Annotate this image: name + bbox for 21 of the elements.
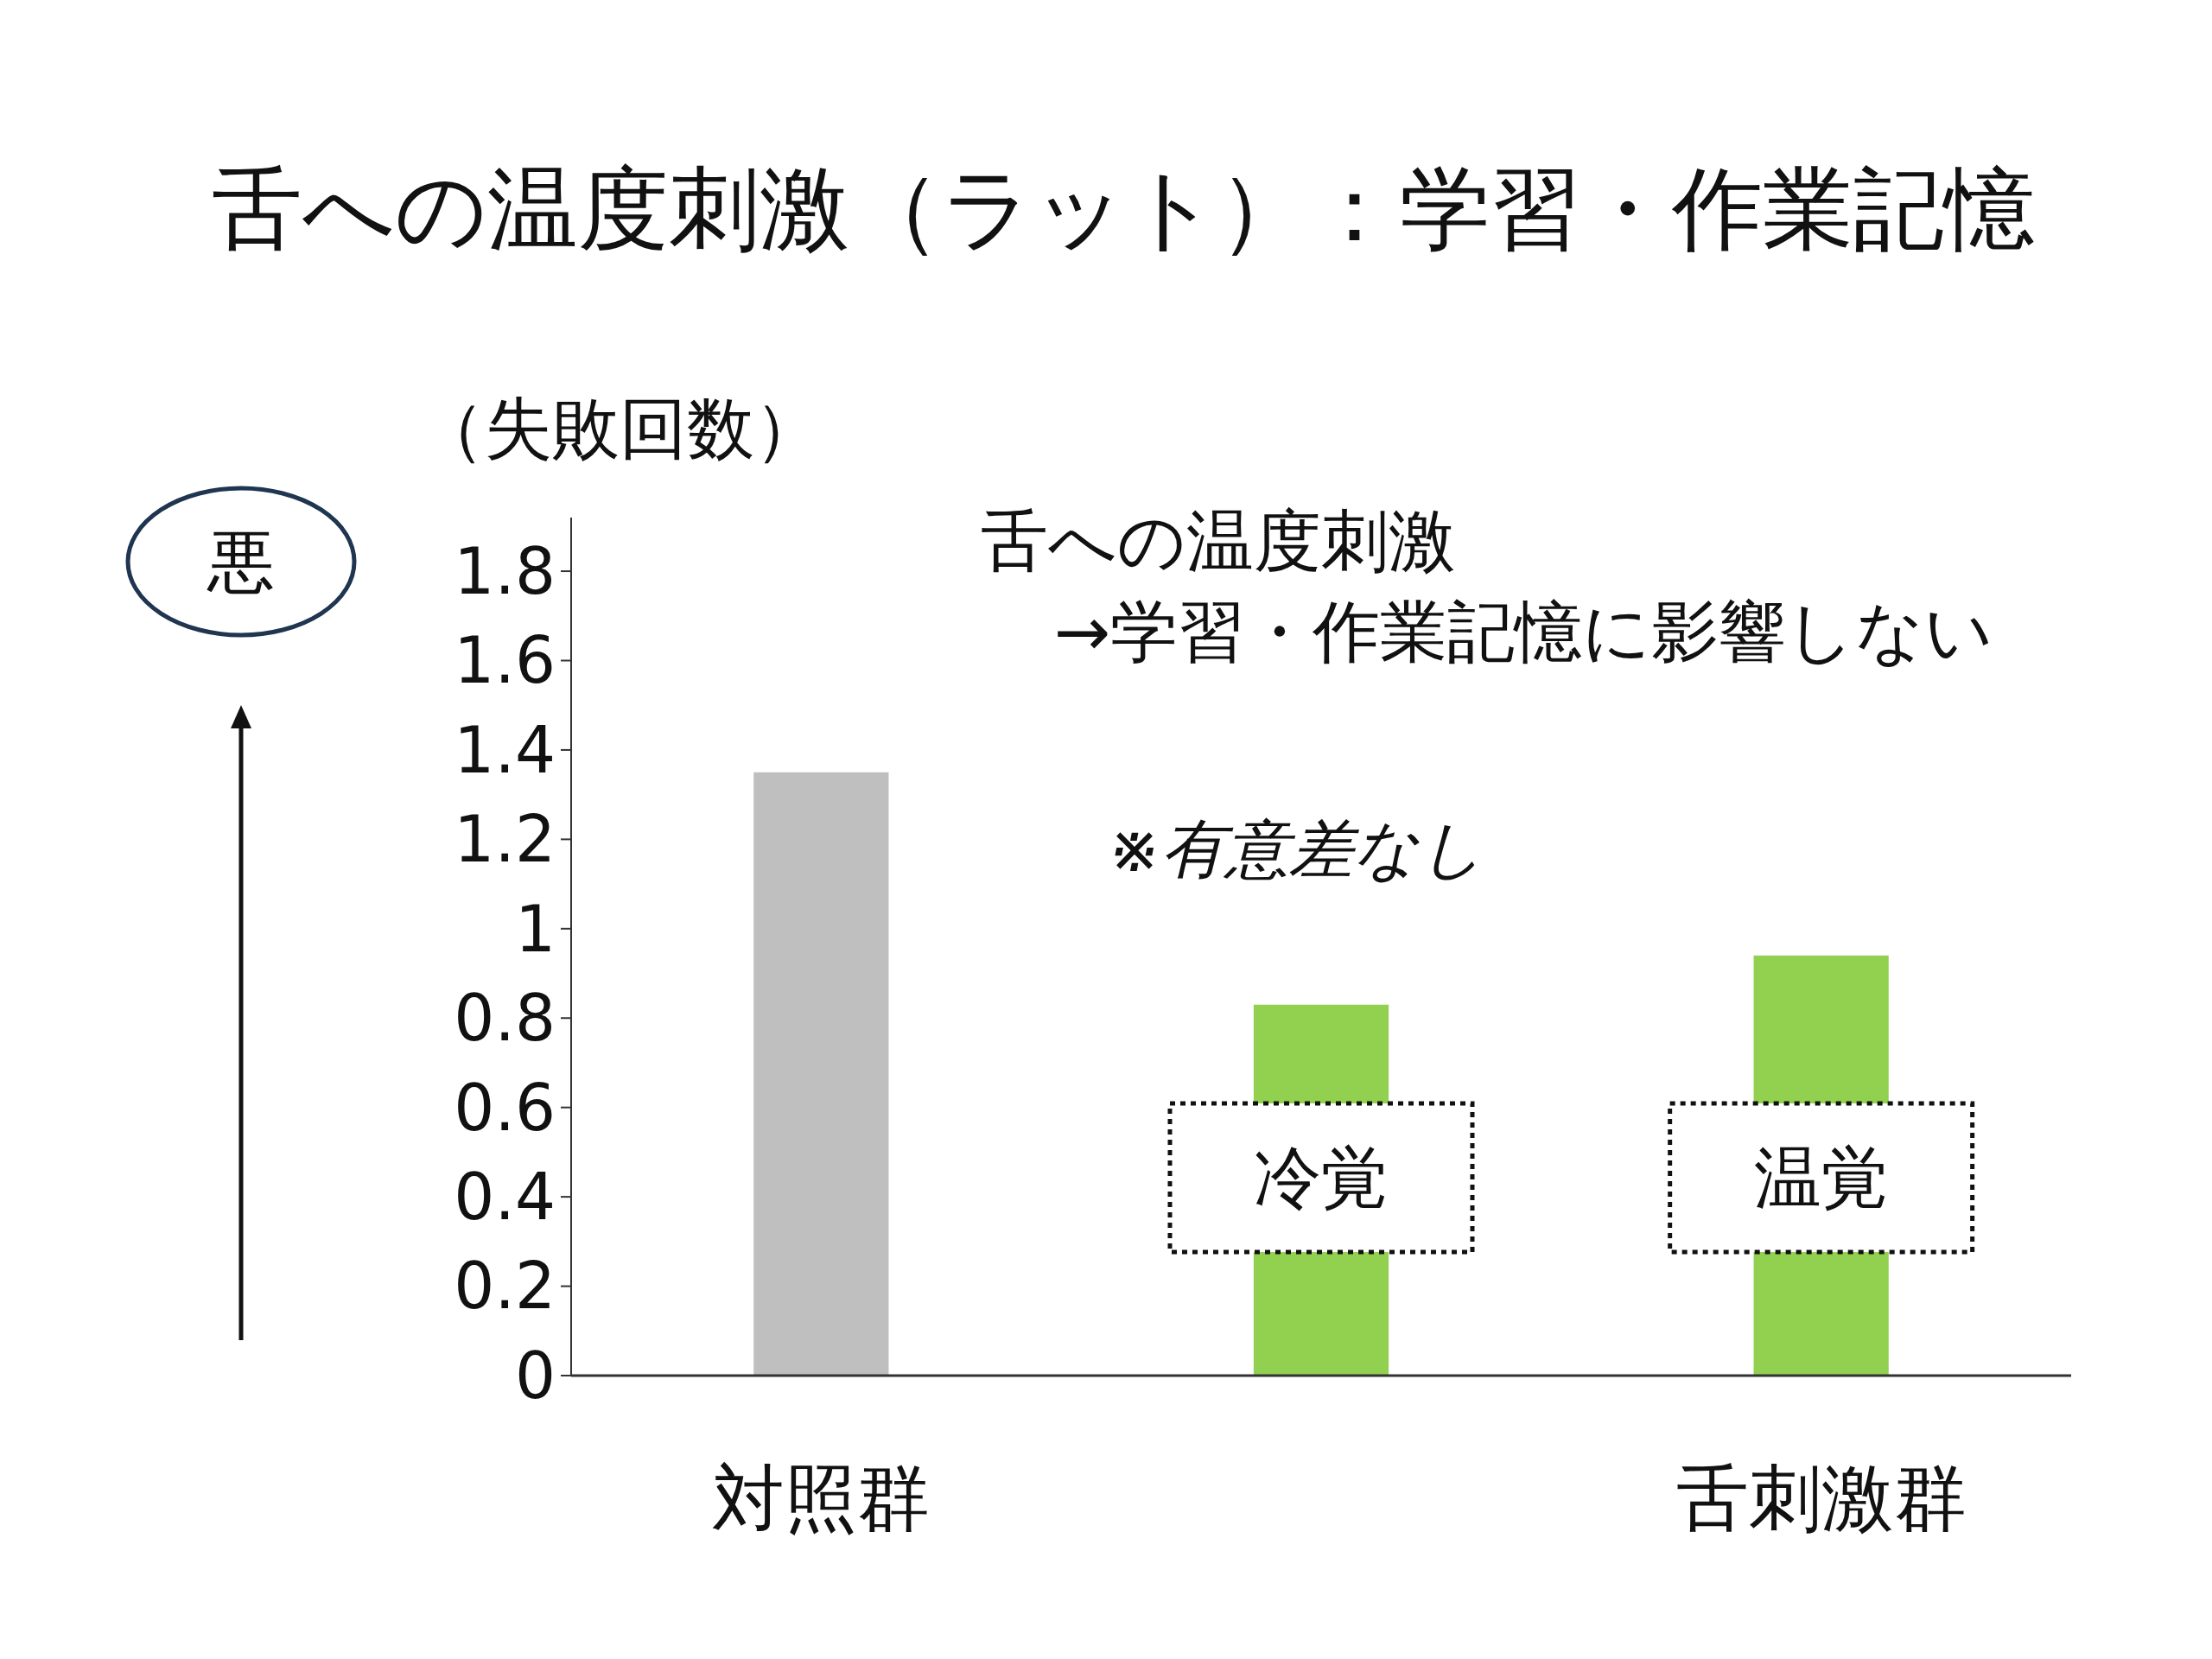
y-tick-label: 1 (514, 891, 556, 966)
annotation: →学習・作業記憶に影響しない (1054, 593, 1994, 671)
y-axis-title: （失敗回数） (417, 390, 822, 467)
y-tick-label: 0.2 (454, 1249, 556, 1324)
text: 悪 (207, 523, 275, 601)
y-tick-label: 1.4 (454, 712, 556, 787)
y-tick-label: 0.4 (454, 1160, 556, 1235)
x-tick-label: 舌刺激群 (1675, 1456, 1967, 1541)
y-tick-label: 0.8 (454, 981, 556, 1056)
annotation: 冷覚 (1254, 1139, 1389, 1217)
annotation: ※有意差なし (1108, 811, 1485, 886)
y-tick-label: 0 (514, 1338, 556, 1413)
annotation: 温覚 (1753, 1139, 1889, 1217)
y-tick-label: 1.8 (454, 533, 556, 608)
chart-title: 舌への温度刺激（ラット）：学習・作業記憶 (212, 156, 2035, 262)
x-tick-label: 対照群 (712, 1456, 931, 1541)
annotation: 舌への温度刺激 (981, 502, 1456, 580)
y-tick-label: 1.6 (454, 623, 556, 698)
y-tick-label: 1.2 (454, 802, 556, 877)
y-tick-label: 0.6 (454, 1070, 556, 1145)
bar (753, 772, 889, 1376)
